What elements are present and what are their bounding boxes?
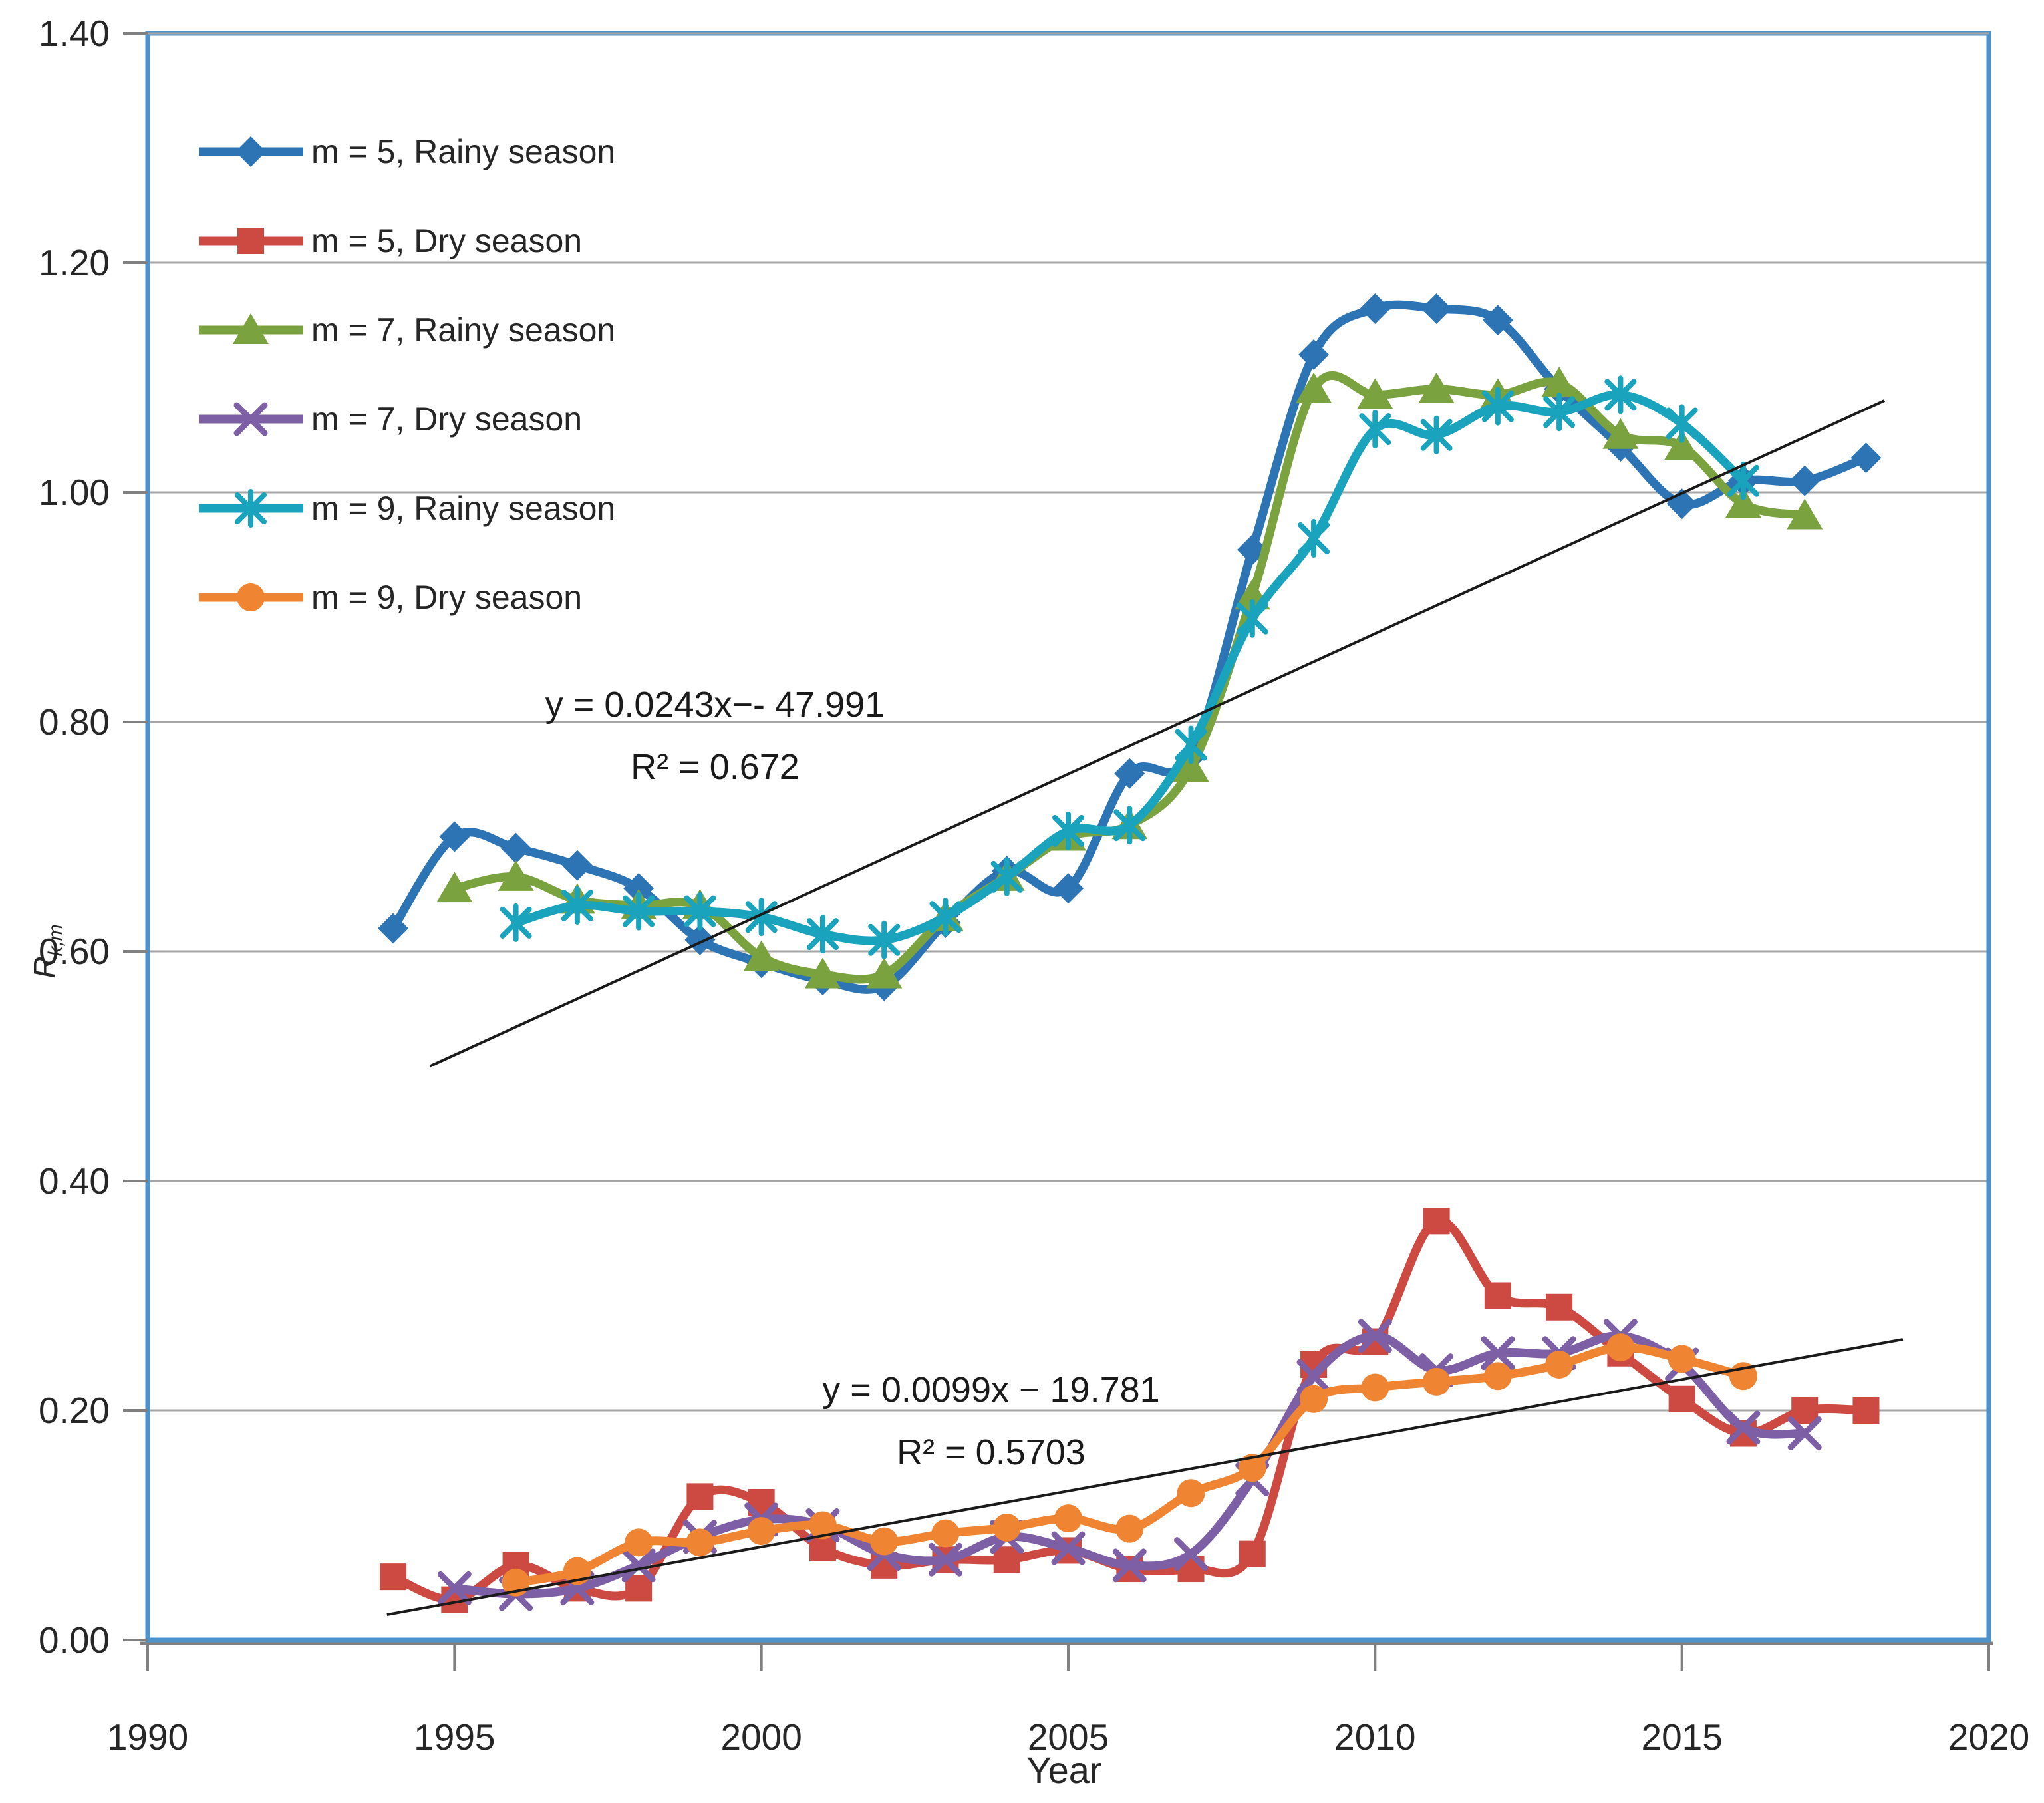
legend-label: m = 9, Dry season (311, 579, 583, 616)
legend-item: m = 7, Rainy season (196, 285, 615, 375)
legend-item: m = 9, Dry season (196, 553, 615, 642)
legend-sample-icon (199, 402, 303, 436)
trendline-0 (429, 399, 1885, 1068)
y-tick-label: 1.20 (39, 242, 110, 283)
y-tick-label: 1.00 (39, 472, 110, 513)
legend-sample-icon (199, 136, 303, 167)
y-tick-label: 0.20 (39, 1390, 110, 1431)
x-tick-label: 2010 (1334, 1717, 1415, 1758)
series-4 (500, 375, 1759, 959)
legend-label: m = 7, Rainy season (311, 311, 616, 349)
x-tick-label: 1990 (107, 1717, 188, 1758)
series-5 (502, 1333, 1757, 1597)
legend-item: m = 5, Dry season (196, 196, 615, 285)
y-tick-label: 0.60 (39, 931, 110, 972)
legend-label: m = 5, Dry season (311, 222, 583, 259)
legend-label: m = 9, Rainy season (311, 490, 616, 527)
x-tick-label: 2005 (1028, 1717, 1109, 1758)
y-tick-label: 0.80 (39, 701, 110, 742)
legend-item: m = 9, Rainy season (196, 464, 615, 553)
series-4-markers (500, 375, 1759, 959)
legend-label: m = 7, Dry season (311, 401, 583, 438)
y-tick-label: 0.00 (39, 1619, 110, 1661)
x-tick-label: 2015 (1641, 1717, 1722, 1758)
legend-sample-icon (199, 228, 303, 254)
tick-marks (123, 32, 1990, 1671)
legend-sample-icon (199, 583, 303, 611)
chart-legend: m = 5, Rainy season m = 5, Dry season m … (196, 107, 615, 642)
x-tick-label: 2020 (1948, 1717, 2029, 1758)
equation-text: y = 0.0243x−- 47.991 (545, 685, 885, 725)
legend-sample-icon (199, 489, 303, 528)
r-squared-text: R² = 0.672 (631, 747, 800, 787)
x-tick-label: 2000 (720, 1717, 802, 1758)
x-axis-title: Year (1026, 1749, 1102, 1791)
trendline-1 (386, 1338, 1904, 1617)
axes (140, 31, 1993, 1645)
y-tick-label: 1.40 (39, 13, 110, 54)
equation-text: y = 0.0099x − 19.781 (822, 1370, 1160, 1410)
legend-item: m = 7, Dry season (196, 375, 615, 464)
legend-item: m = 5, Rainy season (196, 107, 615, 196)
series-5-markers (502, 1333, 1757, 1597)
x-tick-label: 1995 (414, 1717, 495, 1758)
trendline-equation-dry: y = 0.0099x − 19.781 R² = 0.5703 (675, 1359, 1307, 1484)
tick-labels: 0.00 0.20 0.40 0.60 0.80 1.00 1.20 1.40 1990 1995… (39, 13, 2029, 1758)
trendline-equation-rainy: y = 0.0243x−- 47.991 R² = 0.672 (399, 673, 1031, 798)
r-squared-text: R² = 0.5703 (897, 1432, 1086, 1472)
y-tick-label: 0.40 (39, 1160, 110, 1202)
legend-label: m = 5, Rainy season (311, 133, 616, 170)
legend-sample-icon (199, 313, 303, 344)
y-axis-title: Rk,m (27, 924, 67, 979)
